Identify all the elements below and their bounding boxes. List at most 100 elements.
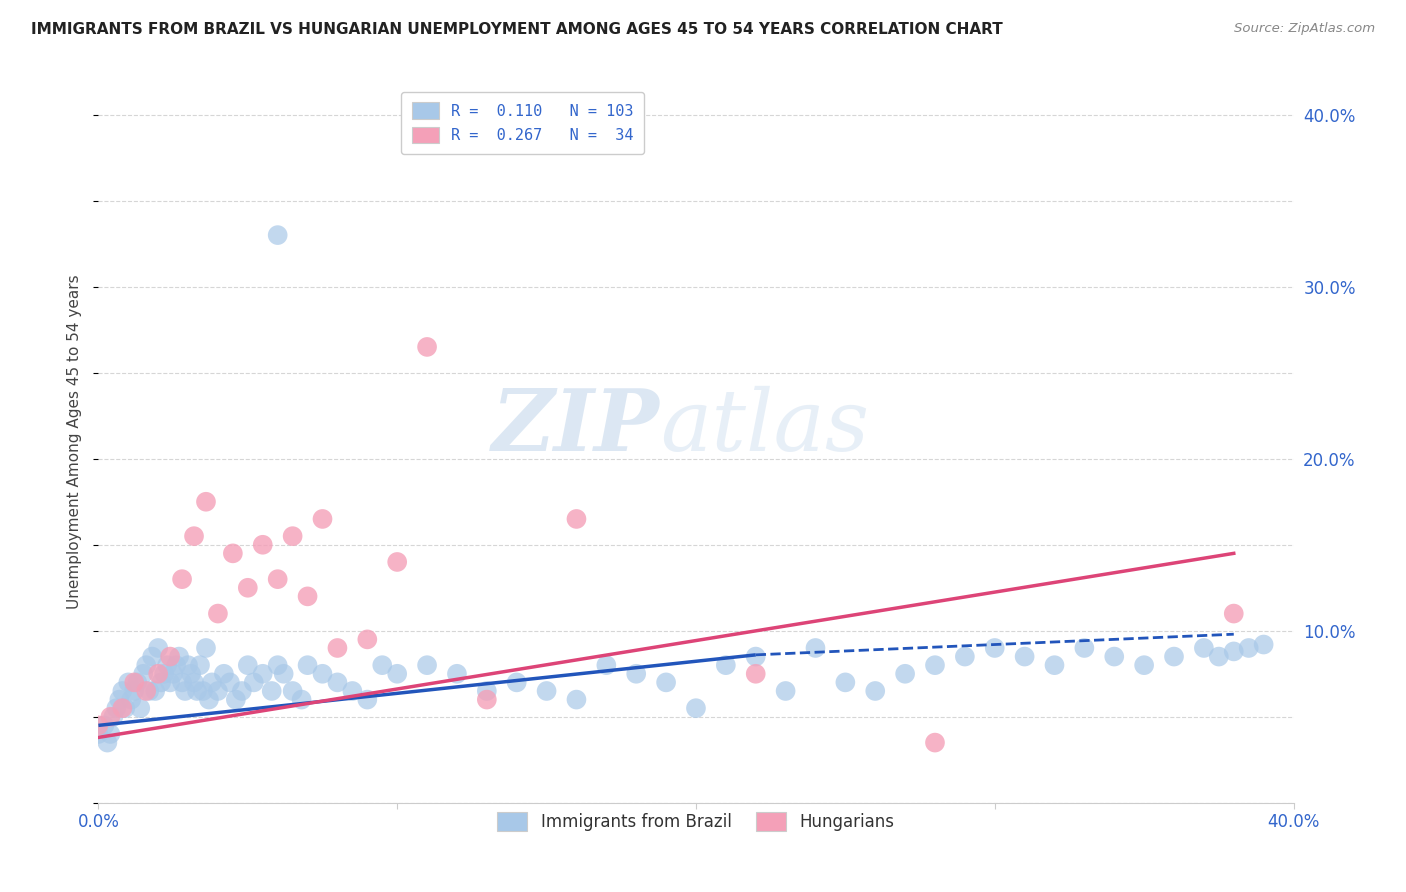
Point: [446, 666, 468, 681]
Point: [87, 727, 110, 741]
Point: [536, 684, 558, 698]
Point: [281, 529, 304, 543]
Point: [1073, 640, 1095, 655]
Point: [1208, 649, 1230, 664]
Text: ZIP: ZIP: [492, 385, 661, 469]
Point: [297, 590, 319, 604]
Point: [356, 632, 378, 647]
Point: [191, 684, 214, 698]
Point: [236, 658, 259, 673]
Point: [156, 658, 179, 673]
Point: [565, 692, 588, 706]
Point: [87, 718, 110, 732]
Text: atlas: atlas: [661, 385, 869, 468]
Point: [1133, 658, 1156, 673]
Point: [143, 684, 166, 698]
Point: [475, 692, 498, 706]
Point: [1014, 649, 1036, 664]
Point: [124, 675, 146, 690]
Point: [93, 718, 115, 732]
Point: [188, 658, 211, 673]
Point: [775, 684, 797, 698]
Point: [108, 692, 131, 706]
Point: [207, 684, 229, 698]
Point: [714, 658, 737, 673]
Point: [281, 684, 304, 698]
Point: [195, 640, 218, 655]
Point: [174, 684, 197, 698]
Point: [745, 649, 768, 664]
Point: [124, 684, 146, 698]
Point: [105, 701, 128, 715]
Legend: Immigrants from Brazil, Hungarians: Immigrants from Brazil, Hungarians: [491, 805, 901, 838]
Point: [207, 607, 229, 621]
Point: [267, 658, 290, 673]
Point: [172, 572, 194, 586]
Point: [1253, 638, 1275, 652]
Point: [219, 675, 242, 690]
Point: [120, 692, 142, 706]
Point: [1043, 658, 1066, 673]
Point: [96, 735, 118, 749]
Point: [475, 684, 498, 698]
Point: [804, 640, 827, 655]
Point: [236, 581, 259, 595]
Point: [177, 658, 200, 673]
Point: [924, 735, 946, 749]
Point: [1163, 649, 1185, 664]
Point: [356, 692, 378, 706]
Point: [225, 692, 247, 706]
Point: [159, 675, 181, 690]
Point: [273, 666, 295, 681]
Point: [326, 640, 349, 655]
Point: [138, 684, 160, 698]
Point: [117, 675, 139, 690]
Point: [506, 675, 529, 690]
Point: [186, 684, 208, 698]
Point: [103, 710, 125, 724]
Point: [98, 710, 122, 724]
Point: [416, 658, 439, 673]
Point: [655, 675, 678, 690]
Point: [371, 658, 394, 673]
Point: [685, 701, 707, 715]
Point: [114, 701, 136, 715]
Point: [1192, 640, 1215, 655]
Point: [565, 512, 588, 526]
Point: [297, 658, 319, 673]
Point: [326, 675, 349, 690]
Point: [231, 684, 253, 698]
Point: [150, 675, 173, 690]
Point: [267, 228, 290, 243]
Point: [1104, 649, 1126, 664]
Point: [132, 666, 155, 681]
Point: [834, 675, 856, 690]
Point: [953, 649, 976, 664]
Point: [342, 684, 364, 698]
Point: [162, 666, 184, 681]
Point: [98, 727, 122, 741]
Point: [1223, 644, 1246, 658]
Text: Source: ZipAtlas.com: Source: ZipAtlas.com: [1234, 22, 1375, 36]
Point: [1237, 640, 1260, 655]
Point: [252, 666, 274, 681]
Point: [201, 675, 224, 690]
Point: [243, 675, 266, 690]
Point: [595, 658, 617, 673]
Point: [183, 675, 205, 690]
Point: [222, 546, 245, 560]
Point: [148, 640, 170, 655]
Point: [311, 512, 333, 526]
Point: [183, 529, 205, 543]
Point: [148, 666, 170, 681]
Point: [111, 684, 134, 698]
Point: [385, 666, 409, 681]
Point: [745, 666, 768, 681]
Point: [291, 692, 314, 706]
Point: [385, 555, 409, 569]
Point: [198, 692, 221, 706]
Point: [984, 640, 1007, 655]
Point: [212, 666, 235, 681]
Y-axis label: Unemployment Among Ages 45 to 54 years: Unemployment Among Ages 45 to 54 years: [67, 274, 83, 609]
Point: [252, 538, 274, 552]
